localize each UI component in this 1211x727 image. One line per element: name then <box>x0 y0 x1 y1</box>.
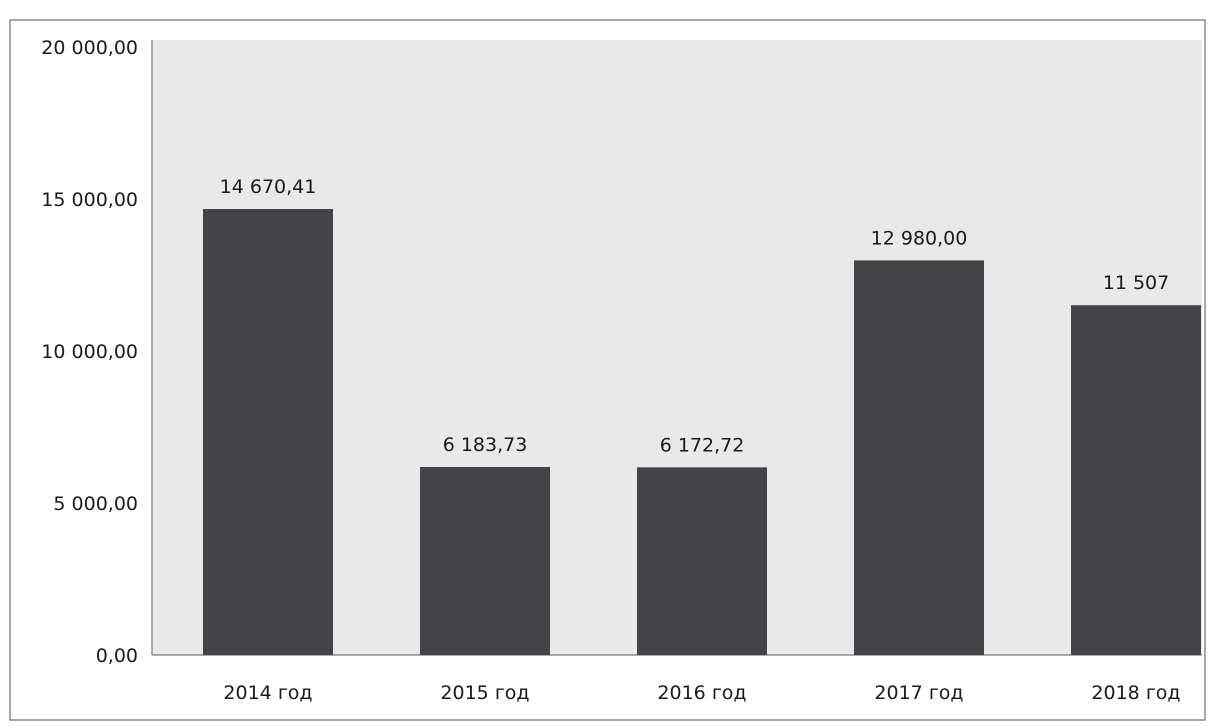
data-label: 14 670,41 <box>220 176 317 198</box>
data-label: 12 980,00 <box>871 227 968 249</box>
bar <box>203 209 333 655</box>
data-labels: 14 670,41 6 183,73 6 172,72 12 980,00 11 507 <box>220 176 1170 456</box>
x-tick-label: 2014 год <box>223 682 312 704</box>
x-tick-label: 2016 год <box>657 682 746 704</box>
bars <box>203 209 1201 655</box>
bar <box>420 467 550 655</box>
y-axis-ticks: 0,00 5 000,00 10 000,00 15 000,00 20 000,00 <box>41 37 138 667</box>
y-tick-label: 0,00 <box>96 645 138 667</box>
x-tick-label: 2015 год <box>440 682 529 704</box>
data-label: 6 183,73 <box>443 434 528 456</box>
x-tick-label: 2017 год <box>874 682 963 704</box>
y-tick-label: 20 000,00 <box>41 37 138 59</box>
x-tick-label: 2018 год <box>1091 682 1180 704</box>
data-label: 6 172,72 <box>660 434 745 456</box>
bar <box>854 260 984 655</box>
data-label: 11 507 <box>1103 272 1169 294</box>
x-axis-ticks: 2014 год 2015 год 2016 год 2017 год 2018 год <box>223 682 1180 704</box>
y-tick-label: 15 000,00 <box>41 189 138 211</box>
bar <box>1071 305 1201 655</box>
bar <box>637 467 767 655</box>
y-tick-label: 5 000,00 <box>53 493 138 515</box>
y-tick-label: 10 000,00 <box>41 341 138 363</box>
